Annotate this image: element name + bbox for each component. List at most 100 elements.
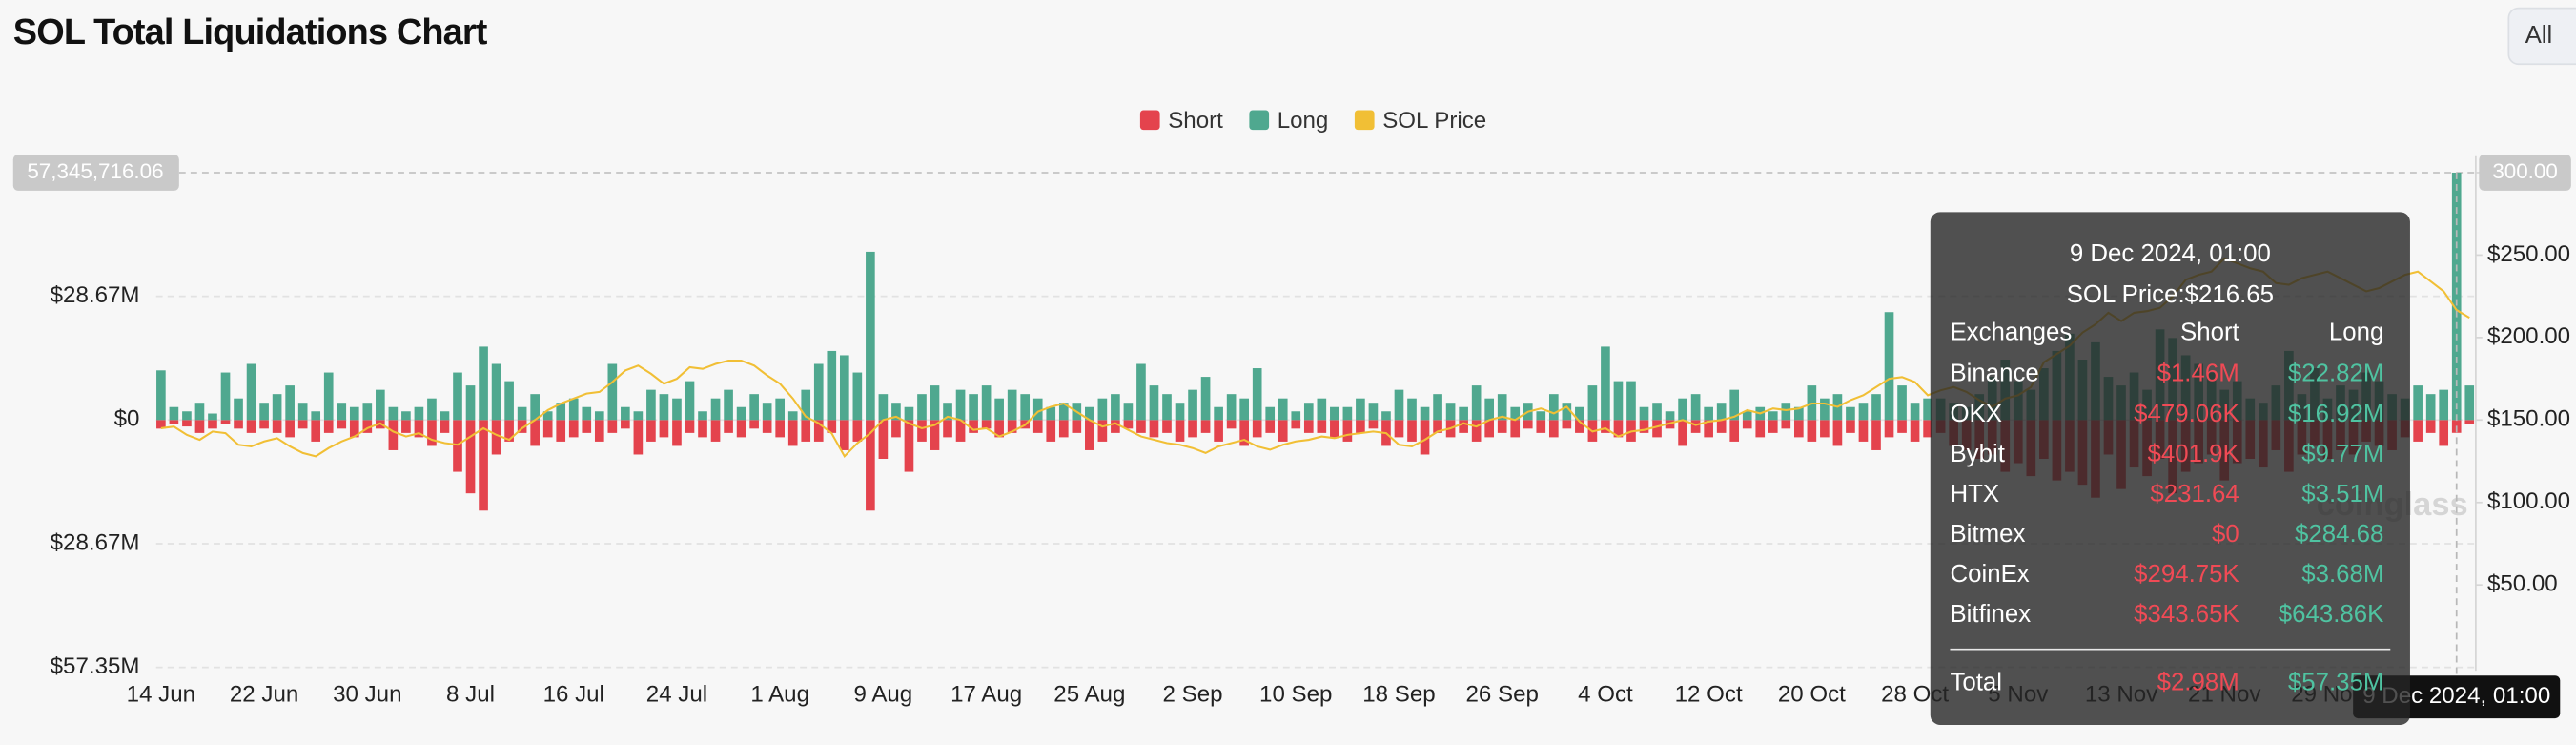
bar (556, 420, 566, 442)
x-tick-label: 17 Aug (951, 681, 1022, 707)
bar (1046, 420, 1056, 442)
y-tick-label: $28.67M (51, 282, 140, 308)
bar (1884, 420, 1894, 438)
tooltip-total: $2.98M (2157, 670, 2239, 696)
bar (2413, 385, 2423, 421)
tooltip-value: $3.68M (2301, 561, 2383, 588)
tooltip-exchange: Binance (1950, 361, 2038, 387)
bar (878, 394, 889, 421)
bar (401, 420, 411, 433)
bar (1626, 381, 1636, 421)
bar (659, 420, 669, 438)
bar (1303, 420, 1314, 433)
tooltip-value: $294.75K (2134, 561, 2239, 588)
bar (1613, 420, 1624, 438)
tooltip-value: $1.46M (2157, 361, 2239, 387)
bar (517, 420, 527, 433)
x-tick-label: 12 Oct (1675, 681, 1743, 707)
bar (1846, 406, 1855, 421)
range-button-label[interactable]: All (2525, 22, 2553, 49)
bar (1265, 420, 1276, 433)
bar (1420, 406, 1430, 421)
bar (930, 385, 940, 421)
range-button-box[interactable] (2507, 7, 2576, 66)
bar (1832, 420, 1843, 446)
bar (376, 389, 385, 421)
bar (594, 411, 604, 421)
legend-label: SOL Price (1382, 108, 1486, 134)
bar (698, 411, 707, 421)
legend-swatch (1249, 110, 1270, 131)
tooltip-header: Short (2180, 320, 2239, 346)
bar (1265, 406, 1276, 421)
bar (1252, 368, 1262, 421)
bar (182, 411, 192, 421)
bar (1471, 385, 1482, 421)
bar (2451, 172, 2462, 421)
bar (311, 420, 321, 442)
legend-label: Short (1168, 108, 1223, 134)
bar (736, 420, 746, 438)
bar (1690, 420, 1701, 433)
bar (2425, 394, 2436, 421)
bar (1356, 398, 1365, 421)
bar (362, 420, 373, 433)
tooltip-value: $401.9K (2148, 441, 2239, 467)
bar (1407, 398, 1417, 421)
x-tick-label: 2 Sep (1163, 681, 1223, 707)
legend-swatch (1139, 110, 1160, 131)
bar (1200, 377, 1211, 421)
bar (1639, 420, 1649, 433)
bar (1278, 398, 1288, 421)
bar (1239, 398, 1249, 421)
bar (1807, 420, 1817, 442)
bar (1652, 403, 1662, 421)
bar (1471, 420, 1482, 442)
bar (1562, 403, 1572, 421)
bar (349, 420, 359, 438)
bar (1123, 403, 1134, 421)
x-tick-label: 10 Sep (1259, 681, 1332, 707)
bar (1923, 398, 1932, 421)
bar (1394, 420, 1404, 438)
bar (878, 420, 889, 460)
bar (813, 420, 824, 442)
bar (568, 398, 579, 421)
bar (839, 420, 849, 450)
bar (556, 403, 566, 421)
bar (1768, 420, 1778, 433)
bar (1562, 420, 1572, 429)
bar (1342, 420, 1353, 442)
bar (1085, 420, 1094, 450)
bar (787, 420, 798, 446)
bar (2439, 389, 2449, 421)
bar (220, 372, 231, 421)
bar (542, 411, 553, 421)
legend-swatch (1354, 110, 1375, 131)
bar (1097, 420, 1108, 442)
bar (1175, 403, 1185, 421)
y2-tick-label: $150.00 (2487, 406, 2570, 432)
bar (969, 420, 978, 433)
bar (1690, 394, 1701, 421)
bar (2425, 420, 2436, 433)
bar (710, 398, 721, 421)
bar (285, 420, 295, 438)
bar (762, 420, 772, 433)
bar (440, 411, 450, 421)
bar (1317, 420, 1327, 433)
bar (272, 394, 282, 421)
bar (1846, 420, 1855, 433)
bar (1484, 398, 1495, 421)
crosshair-y2-box (2479, 155, 2571, 191)
y-tick-label: 57,345,716.06 (27, 159, 163, 183)
bar (479, 346, 488, 421)
tooltip-exchange: HTX (1950, 481, 1999, 507)
bar (259, 403, 269, 421)
bar (1226, 394, 1237, 421)
bar (401, 411, 411, 421)
bar (1149, 420, 1159, 438)
bar (208, 413, 217, 421)
range-button[interactable]: All (2507, 7, 2576, 66)
